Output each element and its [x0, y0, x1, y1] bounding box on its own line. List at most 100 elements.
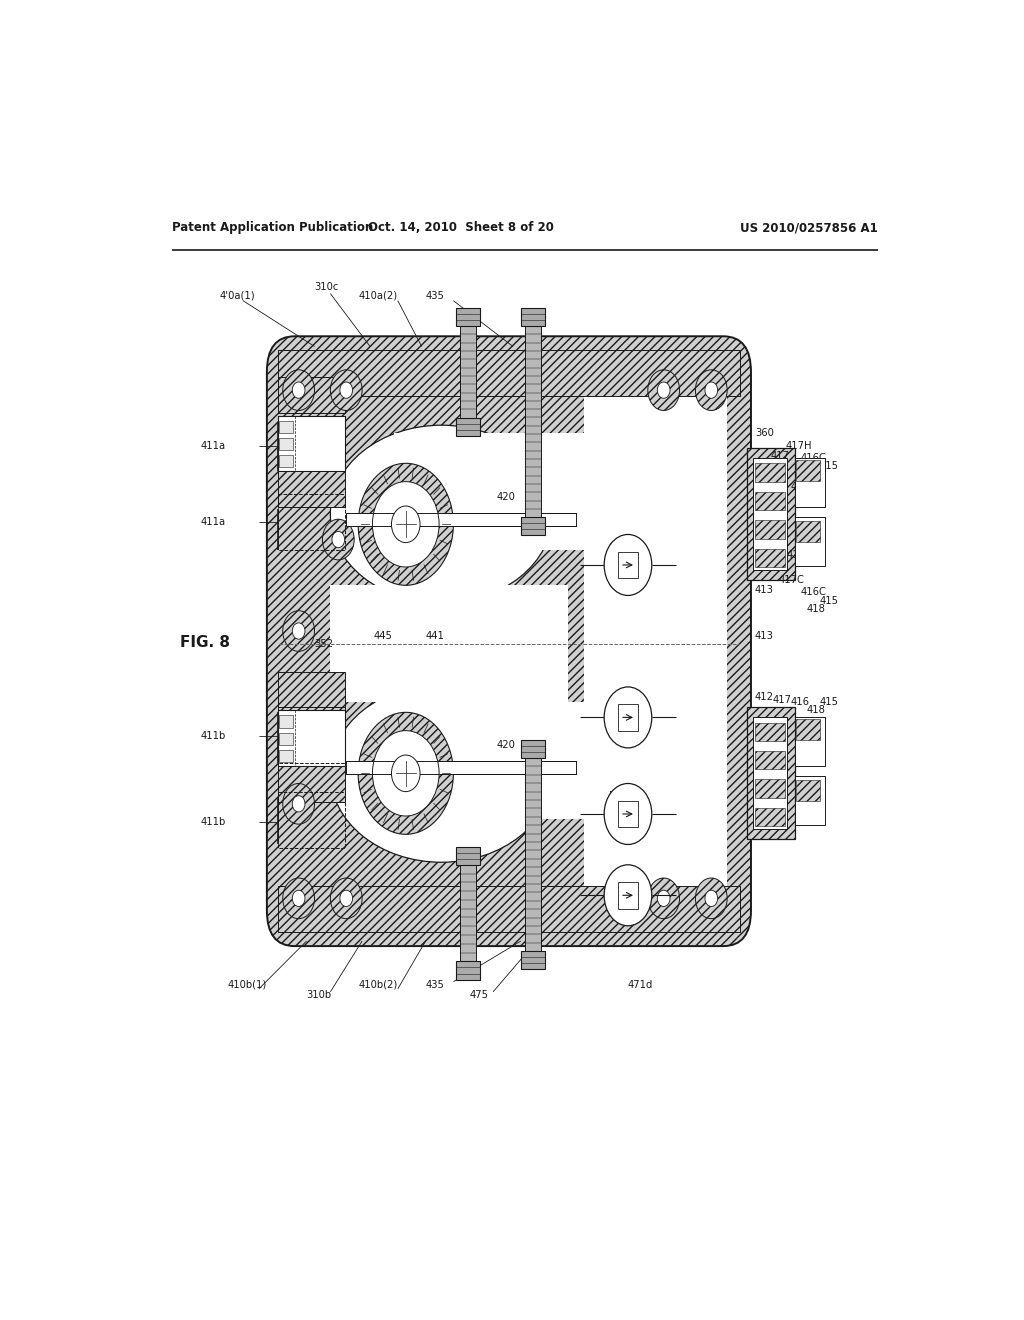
Text: 360: 360 [755, 428, 774, 438]
Bar [394, 433, 687, 549]
Text: 445: 445 [374, 631, 393, 642]
Text: 415: 415 [820, 462, 839, 471]
Circle shape [332, 532, 345, 548]
Circle shape [695, 370, 727, 411]
Bar [460, 326, 475, 417]
Text: 524a: 524a [608, 697, 633, 708]
Bar [346, 513, 577, 527]
Bar [617, 704, 638, 731]
Bar [278, 378, 345, 412]
Text: 412: 412 [755, 692, 774, 702]
Bar [278, 886, 740, 932]
Bar [331, 585, 568, 702]
Text: 441: 441 [426, 631, 444, 642]
Bar [279, 438, 293, 450]
Text: 411a: 411a [201, 517, 225, 527]
Text: Oct. 14, 2010  Sheet 8 of 20: Oct. 14, 2010 Sheet 8 of 20 [369, 220, 554, 234]
Bar [460, 865, 475, 961]
Text: 417H: 417H [785, 441, 812, 451]
Bar [278, 672, 345, 708]
Bar [456, 308, 479, 326]
Circle shape [292, 623, 305, 639]
Bar [755, 808, 785, 826]
Text: 415: 415 [820, 595, 839, 606]
Bar [795, 458, 824, 507]
Text: 417: 417 [772, 696, 792, 705]
Bar [394, 702, 687, 818]
Circle shape [604, 535, 652, 595]
Bar [278, 766, 345, 801]
Bar [521, 952, 545, 969]
Text: 416C: 416C [801, 453, 826, 463]
Bar [279, 455, 293, 467]
Text: 411b: 411b [201, 817, 225, 828]
Circle shape [648, 878, 680, 919]
Bar [278, 710, 345, 766]
Ellipse shape [331, 684, 553, 862]
Text: 417H: 417H [786, 550, 813, 560]
Bar [755, 722, 785, 741]
Circle shape [283, 784, 314, 824]
Text: 418: 418 [807, 488, 825, 499]
Bar [617, 552, 638, 578]
Circle shape [283, 370, 314, 411]
Circle shape [604, 784, 652, 845]
Text: Patent Application Publication: Patent Application Publication [172, 220, 373, 234]
Bar [524, 758, 541, 952]
Bar [278, 351, 740, 396]
Text: 412: 412 [755, 546, 774, 557]
Bar [755, 492, 785, 510]
Bar [521, 308, 545, 326]
Circle shape [331, 370, 362, 411]
Circle shape [657, 381, 670, 399]
Bar [278, 471, 345, 507]
Bar [755, 779, 785, 797]
Circle shape [604, 865, 652, 925]
Bar [456, 417, 479, 436]
Bar [521, 517, 545, 536]
Circle shape [391, 506, 420, 543]
Circle shape [705, 890, 718, 907]
Circle shape [283, 878, 314, 919]
Bar [755, 463, 785, 482]
Bar [795, 718, 824, 766]
Bar [278, 416, 345, 471]
Ellipse shape [331, 425, 553, 603]
Text: 413: 413 [755, 631, 774, 642]
Text: 4'0a(1): 4'0a(1) [219, 290, 255, 301]
Bar [279, 715, 293, 727]
Text: 435: 435 [426, 979, 444, 990]
Circle shape [373, 482, 439, 568]
Bar [456, 846, 479, 865]
Bar [795, 776, 824, 825]
Bar [521, 739, 545, 758]
Text: 418: 418 [807, 705, 825, 715]
Bar [524, 326, 541, 517]
Text: 411a: 411a [201, 441, 225, 451]
Bar [585, 378, 727, 916]
Text: FIG. 8: FIG. 8 [179, 635, 229, 649]
Circle shape [323, 519, 354, 560]
Circle shape [358, 713, 454, 834]
Bar [346, 762, 577, 775]
Bar [278, 416, 345, 471]
Text: 310b: 310b [306, 990, 332, 999]
Bar [797, 521, 820, 541]
Circle shape [340, 890, 352, 907]
Text: 410b(1): 410b(1) [227, 979, 266, 990]
Circle shape [657, 890, 670, 907]
Text: 310c: 310c [314, 282, 339, 293]
Circle shape [340, 381, 352, 399]
Text: 416: 416 [791, 697, 810, 708]
Text: 420: 420 [497, 492, 516, 502]
Circle shape [695, 878, 727, 919]
Text: 410b(2): 410b(2) [358, 979, 397, 990]
Text: 416C: 416C [801, 587, 826, 598]
Circle shape [391, 755, 420, 792]
Bar [755, 520, 785, 539]
Bar [754, 718, 786, 829]
Bar [755, 751, 785, 770]
Bar [755, 549, 785, 568]
Text: 413: 413 [755, 585, 774, 595]
Circle shape [604, 686, 652, 748]
